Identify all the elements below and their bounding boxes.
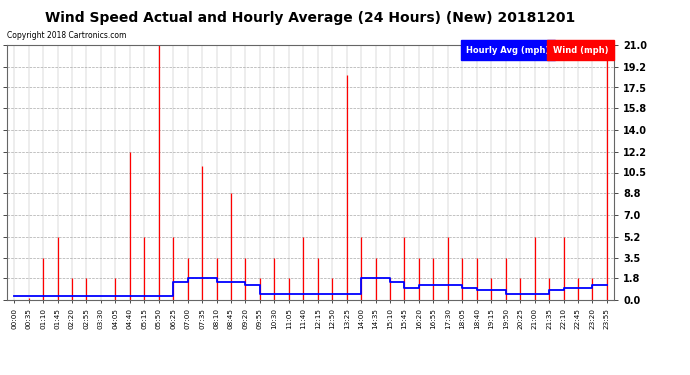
Text: Wind Speed Actual and Hourly Average (24 Hours) (New) 20181201: Wind Speed Actual and Hourly Average (24… [46, 11, 575, 25]
Legend: Hourly Avg (mph), Wind (mph): Hourly Avg (mph), Wind (mph) [461, 44, 610, 57]
Text: Copyright 2018 Cartronics.com: Copyright 2018 Cartronics.com [7, 31, 126, 40]
